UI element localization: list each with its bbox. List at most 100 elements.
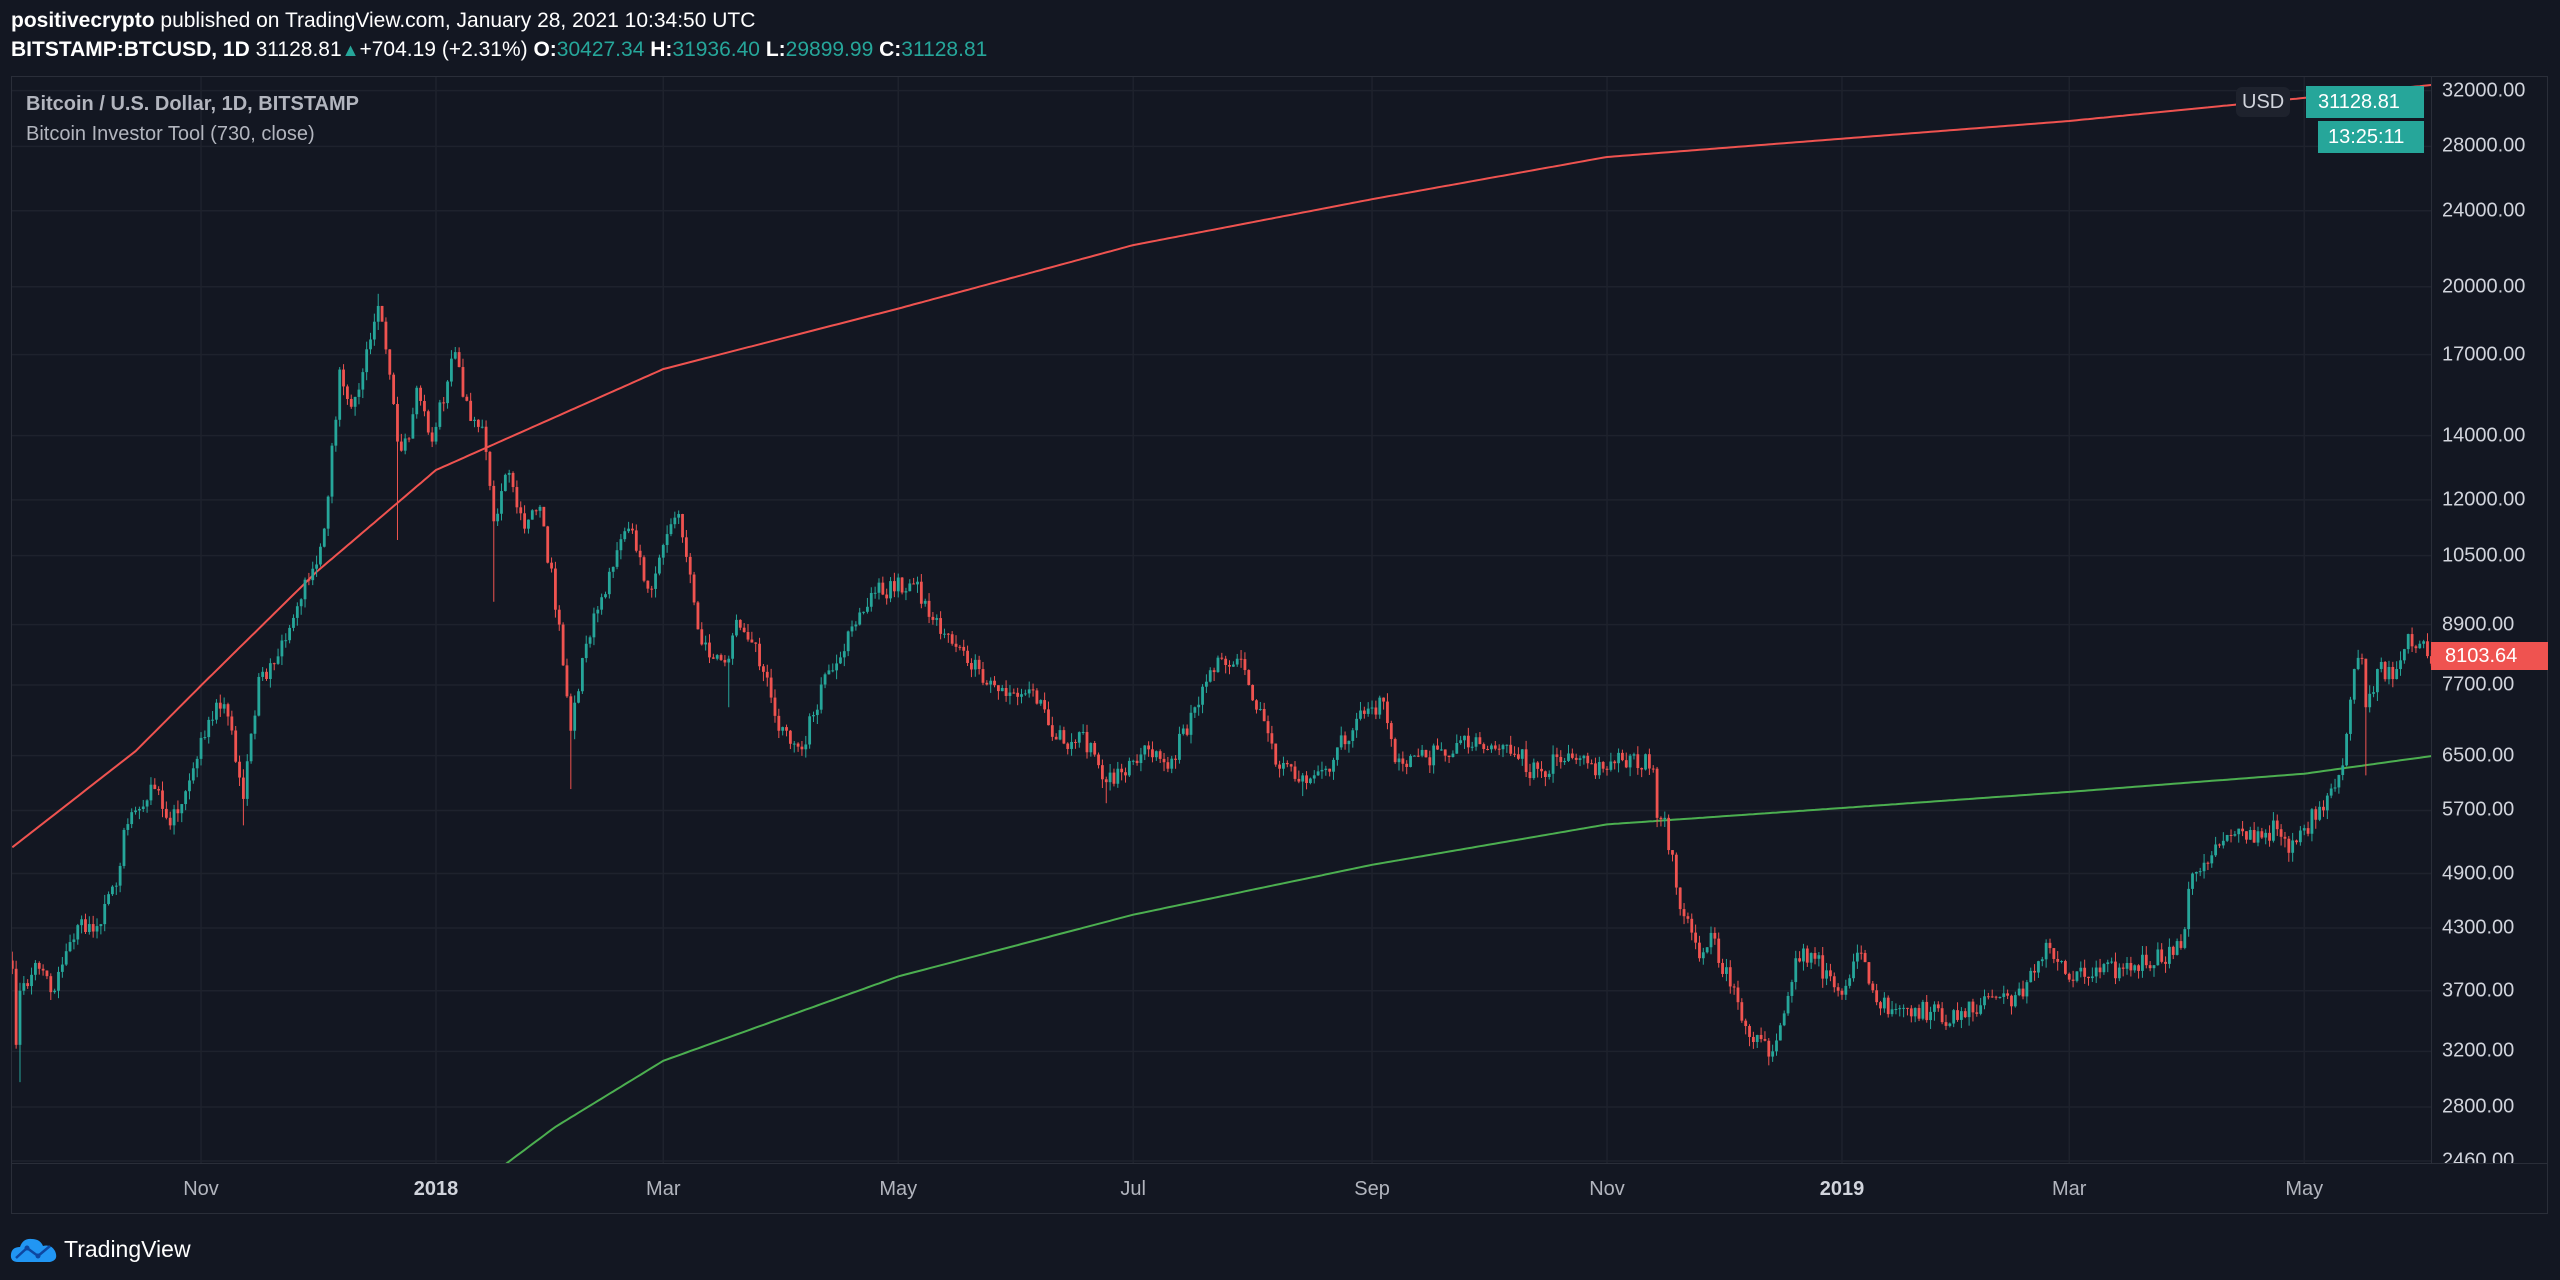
candle [1698, 942, 1701, 959]
candle [896, 577, 900, 592]
candle [1590, 763, 1593, 765]
candle [1805, 948, 1809, 963]
candle [2025, 982, 2029, 997]
candle [900, 577, 904, 593]
candle [1709, 932, 1713, 948]
candle [1744, 1020, 1748, 1027]
candle [1790, 982, 1794, 996]
candle [696, 602, 700, 630]
indicator-legend[interactable]: Bitcoin Investor Tool (730, close) [26, 123, 315, 145]
candle [469, 400, 473, 421]
candle [1193, 707, 1197, 713]
candle [195, 758, 199, 769]
symbol-info: BITSTAMP:BTCUSD, 1D 31128.81▲+704.19 (+2… [11, 38, 987, 62]
time-axis-label: 2019 [1819, 1178, 1865, 1200]
ma730-line [505, 755, 2431, 1163]
price-axis-label: 4300.00 [2442, 916, 2515, 939]
time-axis-label: Jul [1120, 1178, 1146, 1200]
candle [1959, 1011, 1963, 1020]
candle [989, 680, 993, 685]
candle [1651, 768, 1655, 770]
candle [392, 374, 396, 404]
candle [1586, 755, 1590, 764]
candle [2264, 832, 2268, 838]
candle [1008, 692, 1012, 696]
candle [1274, 743, 1278, 765]
candle [1852, 961, 1855, 979]
candle [815, 709, 819, 716]
candle [307, 579, 311, 581]
candle [203, 737, 207, 739]
candle [1501, 745, 1505, 750]
candle [72, 939, 76, 943]
candle [1359, 710, 1362, 719]
candle [1933, 1004, 1936, 1012]
tradingview-logo[interactable]: TradingView [10, 1233, 191, 1265]
candle [1043, 700, 1047, 710]
candle [1135, 760, 1139, 764]
candle [1821, 955, 1825, 979]
candle [272, 663, 276, 665]
candle [2114, 961, 2117, 979]
candle [1012, 692, 1016, 694]
candle [2383, 662, 2387, 680]
candle [1898, 1008, 1902, 1010]
candle [1401, 758, 1405, 764]
candle [1601, 762, 1605, 769]
candle [407, 438, 411, 440]
candle [1940, 1008, 1944, 1023]
candle [1258, 708, 1262, 710]
candle [646, 580, 650, 589]
time-axis[interactable]: Nov 2018 Mar May Jul Sep Nov 2019 Mar May [12, 1163, 2548, 1215]
candle [218, 702, 222, 709]
candle [908, 583, 912, 592]
candle [1613, 761, 1617, 764]
candle [731, 635, 735, 659]
candle [2295, 840, 2298, 843]
candle [1081, 731, 1085, 733]
candle [1986, 996, 1990, 998]
currency-badge[interactable]: USD [2236, 87, 2291, 117]
price-axis-label: 6500.00 [2442, 744, 2515, 767]
candle [1316, 771, 1320, 776]
candle [1035, 690, 1039, 704]
price-axis[interactable]: 32000.00 28000.00 24000.00 20000.00 17000.00… [2431, 77, 2549, 1163]
candle [1906, 1007, 1909, 1009]
candle [2283, 836, 2287, 839]
candle [41, 968, 45, 971]
candle [1220, 657, 1224, 659]
candle [2256, 831, 2260, 843]
candle [2337, 775, 2341, 788]
candle [885, 594, 889, 599]
candle [353, 396, 357, 407]
candle [1093, 743, 1097, 755]
candle [234, 730, 238, 762]
candle [376, 305, 380, 322]
candle [1513, 753, 1516, 755]
candle [1324, 768, 1328, 770]
candle [1925, 1001, 1929, 1021]
publish-info: positivecrypto published on TradingView.… [11, 9, 755, 33]
candle [719, 655, 723, 660]
candle [99, 924, 103, 927]
candle [500, 491, 503, 514]
time-axis-label: Nov [1589, 1178, 1625, 1200]
candle [619, 539, 623, 551]
candle [126, 824, 130, 830]
candle [26, 983, 30, 987]
series-legend[interactable]: Bitcoin / U.S. Dollar, 1D, BITSTAMP [26, 93, 359, 115]
candle [1386, 701, 1389, 724]
candle [1293, 766, 1297, 779]
candle [1339, 735, 1343, 748]
candle [1143, 745, 1147, 755]
candle [700, 629, 704, 645]
candle [2314, 809, 2318, 820]
candle [215, 702, 218, 720]
candle [1447, 755, 1451, 758]
candle [1952, 1010, 1956, 1024]
candle [2291, 840, 2295, 853]
plot-area[interactable] [12, 77, 2431, 1163]
upper-band-line [12, 84, 2431, 849]
candle [311, 568, 315, 581]
author-name[interactable]: positivecrypto [11, 9, 155, 32]
